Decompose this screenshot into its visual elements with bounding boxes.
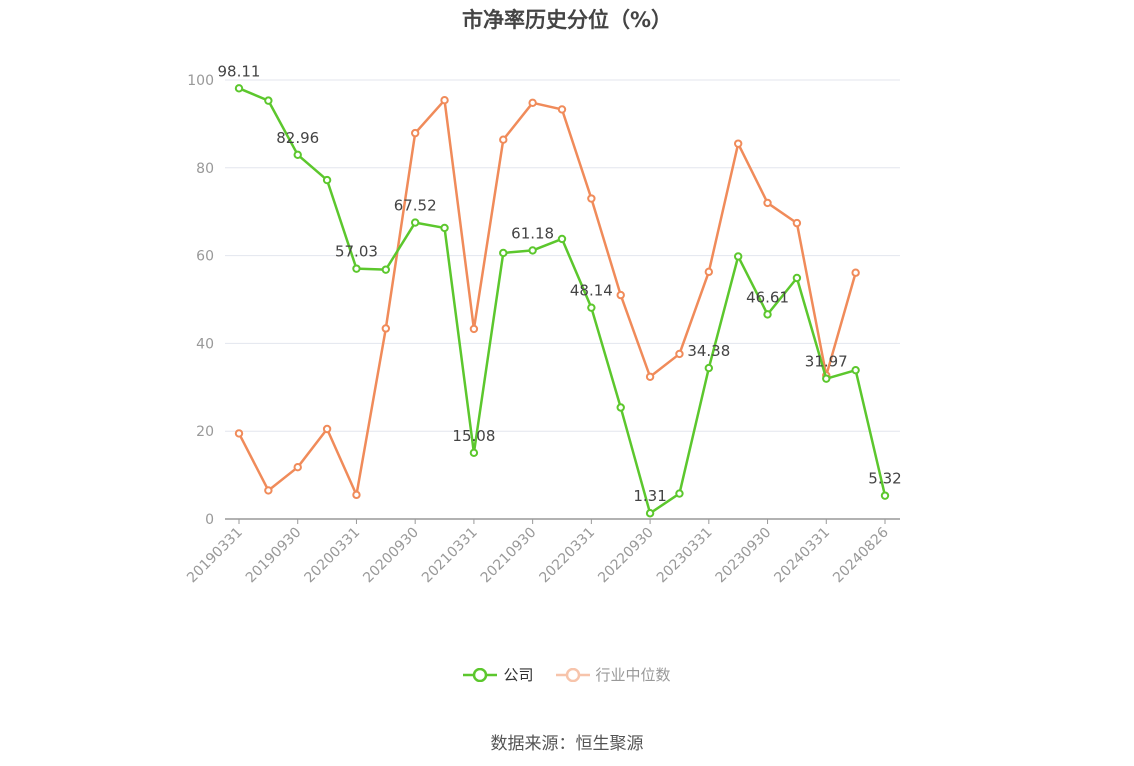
x-tick-label: 20190331 [184, 525, 246, 587]
x-tick-label: 20210331 [419, 525, 481, 587]
y-tick-label: 100 [187, 73, 214, 89]
data-point-company [381, 265, 391, 274]
data-point-industry [675, 349, 684, 359]
data-point-company [528, 246, 537, 255]
data-point-company [851, 365, 860, 375]
x-tick-label: 20240331 [771, 525, 833, 587]
y-tick-label: 40 [196, 336, 214, 352]
y-tick-label: 80 [196, 161, 214, 177]
data-point-company [440, 223, 449, 233]
legend-industry-icon [555, 667, 590, 682]
data-point-company [675, 489, 684, 498]
x-tick-label: 20220331 [536, 525, 598, 587]
x-tick-label: 20200930 [360, 525, 422, 587]
legend-company-label: 公司 [503, 666, 534, 684]
x-tick-label: 20190930 [243, 525, 305, 587]
data-label: 82.96 [276, 129, 319, 147]
y-tick-label: 0 [205, 512, 214, 528]
chart-legend: 公司 行业中位数 [0, 664, 1134, 685]
data-point-industry [792, 218, 802, 228]
data-point-company [264, 96, 273, 105]
x-tick-label: 20220930 [595, 525, 657, 587]
data-point-company [557, 234, 567, 244]
data-label: 57.03 [335, 243, 378, 261]
y-tick-label: 60 [196, 249, 214, 265]
x-tick-label: 20210930 [478, 525, 540, 587]
data-point-industry [469, 324, 479, 334]
data-point-industry [381, 324, 391, 333]
data-point-company [352, 264, 361, 273]
data-point-industry [440, 95, 449, 105]
data-point-industry [704, 267, 714, 277]
data-point-company [322, 175, 332, 185]
data-label: 5.32 [868, 470, 901, 488]
x-tick-label: 20240826 [830, 524, 892, 586]
data-point-company [499, 248, 508, 258]
data-point-industry [234, 429, 244, 438]
data-label: 48.14 [570, 282, 613, 300]
data-point-industry [322, 424, 332, 434]
data-point-industry [616, 290, 625, 300]
x-tick-label: 20200331 [302, 525, 364, 587]
data-point-industry [557, 105, 567, 114]
data-label: 61.18 [511, 224, 554, 242]
data-point-company [880, 491, 890, 500]
data-point-company [763, 310, 772, 319]
data-label: 34.38 [687, 342, 730, 360]
data-point-industry [645, 372, 655, 381]
data-point-industry [293, 462, 302, 472]
chart-title: 市净率历史分位（%） [461, 8, 673, 32]
data-point-company [410, 218, 420, 227]
legend-item-industry[interactable]: 行业中位数 [555, 664, 671, 685]
data-point-company [733, 252, 743, 261]
data-point-company [792, 273, 802, 283]
data-point-industry [851, 268, 860, 277]
data-point-industry [352, 490, 361, 500]
data-point-company [234, 84, 244, 93]
data-point-industry [733, 139, 743, 148]
y-tick-label: 20 [196, 424, 214, 440]
data-label: 67.52 [394, 197, 437, 215]
data-point-company [587, 303, 596, 312]
legend-item-company[interactable]: 公司 [463, 664, 534, 685]
data-point-industry [528, 98, 537, 108]
data-point-industry [410, 128, 420, 138]
data-point-company [616, 403, 625, 412]
data-point-company [293, 150, 302, 160]
legend-company-icon [463, 667, 498, 682]
data-point-company [704, 363, 714, 373]
data-point-industry [264, 486, 273, 495]
data-label: 98.11 [218, 62, 261, 80]
data-label: 1.31 [633, 487, 666, 505]
data-point-industry [587, 194, 596, 203]
data-label: 31.97 [805, 353, 848, 371]
series-line-industry [237, 98, 857, 497]
x-tick-label: 20230331 [654, 525, 716, 587]
data-point-industry [763, 198, 772, 208]
data-point-company [469, 448, 479, 457]
data-label: 15.08 [452, 427, 495, 445]
data-point-company [645, 509, 655, 518]
legend-industry-label: 行业中位数 [595, 666, 671, 684]
data-point-industry [499, 135, 508, 144]
data-label: 46.61 [746, 288, 789, 306]
data-point-company [822, 374, 831, 383]
data-source: 数据来源：恒生聚源 [490, 734, 644, 754]
x-tick-label: 20230930 [713, 525, 775, 587]
